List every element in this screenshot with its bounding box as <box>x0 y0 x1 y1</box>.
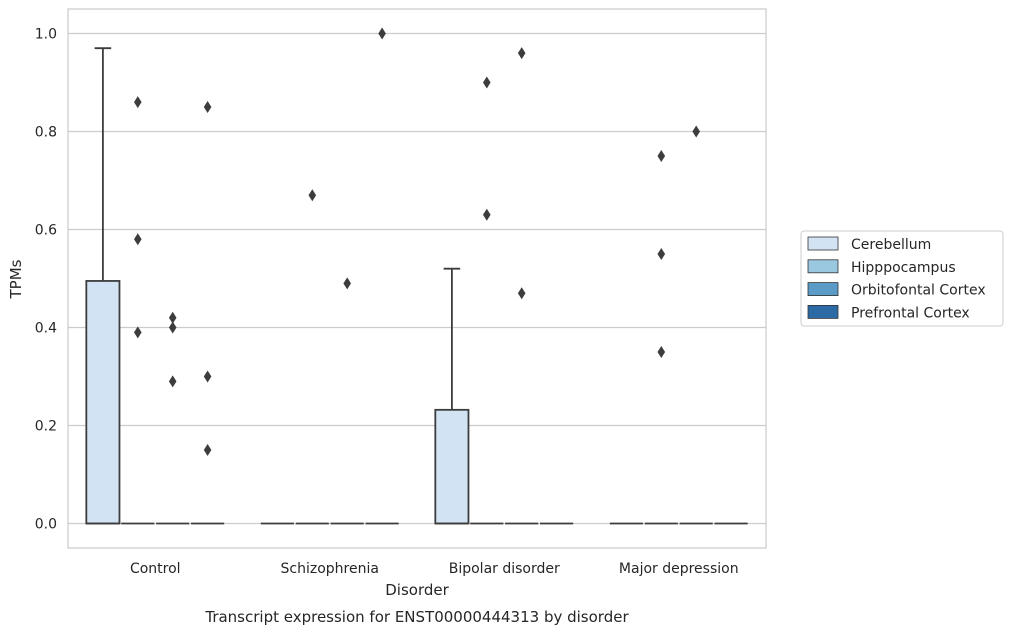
x-tick-label: Bipolar disorder <box>449 561 560 577</box>
box <box>434 408 470 525</box>
outlier-point <box>203 370 212 383</box>
legend-frame <box>800 230 1004 327</box>
y-axis-label: TPMs <box>7 259 25 299</box>
outlier-point <box>134 96 142 109</box>
x-tick-label: Schizophrenia <box>281 561 379 577</box>
plot-area <box>68 9 766 548</box>
outlier-point <box>657 150 666 162</box>
outlier-point <box>308 189 317 202</box>
chart-caption: Transcript expression for ENST0000044431… <box>204 608 629 626</box>
outlier-point <box>483 76 491 89</box>
x-tick-labels: Control Schizophrenia Bipolar disorder Majo… <box>130 561 739 577</box>
legend-label: Orbitofontal Cortex <box>851 283 986 299</box>
outlier-point <box>203 444 212 456</box>
legend-label: Prefrontal Cortex <box>851 305 970 321</box>
outlier-point <box>483 208 491 221</box>
outlier-point <box>692 125 700 138</box>
y-tick-label: 0.4 <box>35 321 57 337</box>
outlier-point <box>657 346 666 358</box>
y-tick-label: 0.2 <box>35 419 57 435</box>
outlier-point <box>134 233 142 246</box>
legend-label: Cerebellum <box>851 237 931 253</box>
legend-swatch <box>807 304 839 319</box>
y-tick-labels: 0.0 0.2 0.4 0.6 0.8 1.0 <box>35 27 57 533</box>
outlier-point <box>168 311 177 324</box>
y-tick-label: 1.0 <box>35 27 57 43</box>
x-tick-label: Major depression <box>619 561 739 577</box>
outlier-point <box>343 277 351 290</box>
outlier-point <box>168 321 177 334</box>
outlier-point <box>134 326 142 339</box>
y-tick-label: 0.8 <box>35 125 57 141</box>
boxes <box>85 27 748 525</box>
box <box>85 280 121 525</box>
x-axis-label: Disorder <box>385 581 449 599</box>
y-tick-label: 0.0 <box>35 517 57 533</box>
outlier-point <box>657 248 666 260</box>
legend-swatch <box>807 236 839 251</box>
legend: Cerebellum Hipppocampus Orbitofontal Corte… <box>800 230 1004 327</box>
outlier-point <box>203 101 212 113</box>
legend-swatch <box>807 282 839 297</box>
outlier-point <box>517 47 526 60</box>
outlier-point <box>517 287 526 300</box>
legend-swatch <box>807 259 839 274</box>
y-tick-label: 0.6 <box>35 223 57 239</box>
outlier-point <box>168 375 177 388</box>
x-tick-label: Control <box>130 561 181 577</box>
plot-frame <box>67 8 767 549</box>
outlier-point <box>378 27 386 40</box>
legend-label: Hipppocampus <box>851 260 956 276</box>
